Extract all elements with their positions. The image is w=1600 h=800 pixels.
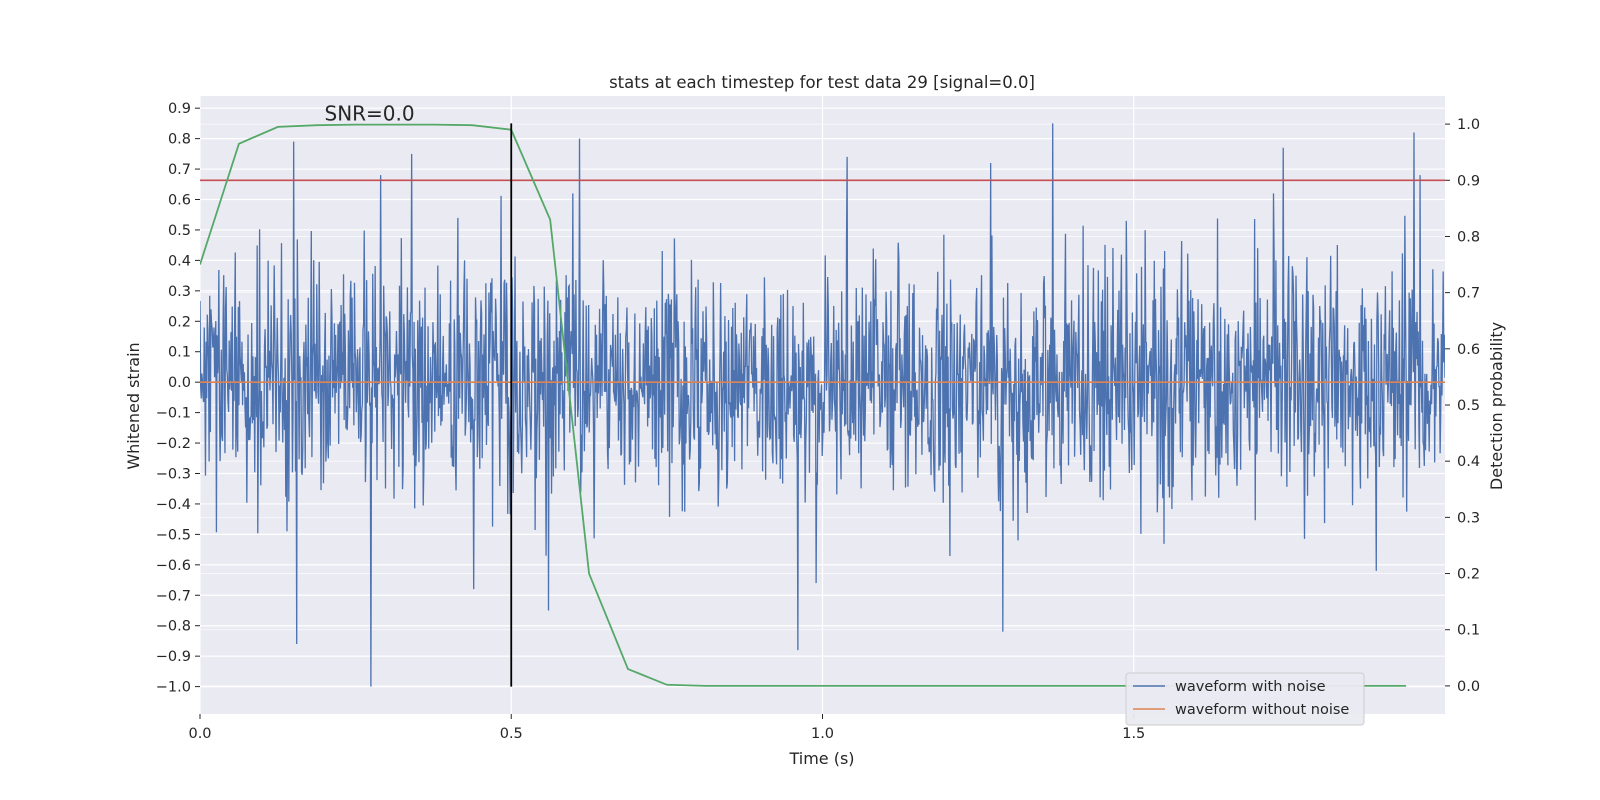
y-axis-label-left: Whitened strain xyxy=(124,342,143,469)
y-right-tick-label: 0.5 xyxy=(1457,398,1480,414)
y-left-tick-label: 0.6 xyxy=(168,193,191,209)
x-tick-label: 0.5 xyxy=(500,726,523,742)
y-right-tick-label: 0.7 xyxy=(1457,286,1480,302)
y-left-tick-label: −0.9 xyxy=(156,649,191,665)
legend-label-clean: waveform without noise xyxy=(1175,702,1349,718)
y-left-tick-label: −0.3 xyxy=(156,466,191,482)
snr-annotation: SNR=0.0 xyxy=(325,101,415,125)
series-layer xyxy=(200,123,1445,687)
y-right-tick-label: 0.6 xyxy=(1457,342,1480,358)
y-left-tick-label: 0.5 xyxy=(168,223,191,239)
y-left-tick-label: −0.5 xyxy=(156,527,191,543)
y-right-tick-label: 0.1 xyxy=(1457,623,1480,639)
y-left-tick-label: −0.4 xyxy=(156,497,191,513)
y-right-tick-label: 0.8 xyxy=(1457,229,1480,245)
y-left-tick-label: −0.6 xyxy=(156,558,191,574)
x-tick-label: 0.0 xyxy=(188,726,211,742)
y-right-tick-label: 1.0 xyxy=(1457,117,1480,133)
y-right-tick-label: 0.9 xyxy=(1457,173,1480,189)
x-tick-label: 1.5 xyxy=(1122,726,1145,742)
y-left-tick-label: −0.1 xyxy=(156,406,191,422)
axes: 0.0 0.5 1.0 1.5 0.9 0.8 0.7 0.6 0.5 0.4 0.3 0.2 0.1 0… xyxy=(156,101,1480,742)
y-right-tick-label: 0.4 xyxy=(1457,454,1480,470)
y-left-tick-label: 0.0 xyxy=(168,375,191,391)
y-left-tick-label: 0.7 xyxy=(168,162,191,178)
y-left-tick-label: −0.2 xyxy=(156,436,191,452)
y-right-tick-label: 0.2 xyxy=(1457,567,1480,583)
y-right-tick-label: 0.0 xyxy=(1457,679,1480,695)
y-left-tick-label: −0.7 xyxy=(156,588,191,604)
chart-title: stats at each timestep for test data 29 … xyxy=(609,73,1035,92)
y-left-tick-label: 0.2 xyxy=(168,314,191,330)
y-axis-label-right: Detection probability xyxy=(1487,322,1506,490)
noise-waveform-line xyxy=(200,123,1445,687)
legend-label-noise: waveform with noise xyxy=(1175,679,1326,695)
y-left-tick-label: 0.8 xyxy=(168,132,191,148)
y-left-tick-label: 0.9 xyxy=(168,101,191,117)
x-axis-label: Time (s) xyxy=(788,749,854,768)
y-left-tick-label: 0.4 xyxy=(168,253,191,269)
legend: waveform with noise waveform without noi… xyxy=(1125,672,1365,726)
y-left-tick-label: −1.0 xyxy=(156,680,191,696)
y-left-tick-label: −0.8 xyxy=(156,619,191,635)
y-right-tick-label: 0.3 xyxy=(1457,510,1480,526)
y-left-tick-label: 0.1 xyxy=(168,345,191,361)
x-tick-label: 1.0 xyxy=(811,726,834,742)
legend-box xyxy=(1125,672,1365,726)
y-left-tick-label: 0.3 xyxy=(168,284,191,300)
